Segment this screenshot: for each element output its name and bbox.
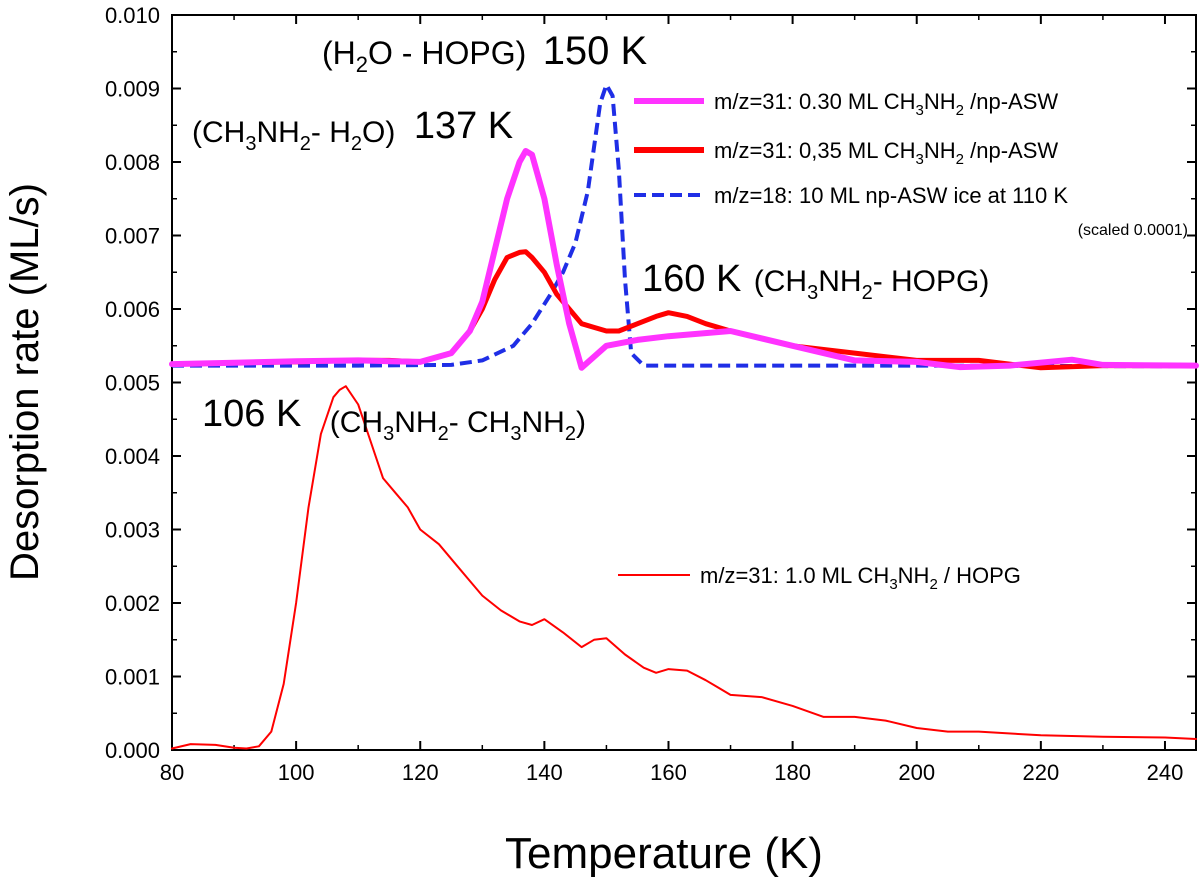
y-tick-label: 0.001 xyxy=(105,665,160,690)
y-tick-label: 0.008 xyxy=(105,150,160,175)
series-line-np-asw-ice-m18 xyxy=(172,82,1197,369)
legend-note-scaled: (scaled 0.0001) xyxy=(1078,222,1188,239)
x-tick-label: 140 xyxy=(526,760,563,785)
x-tick-label: 100 xyxy=(278,760,315,785)
legend: m/z=31: 0.30 ML CH3NH2 /np-ASW m/z=31: 0… xyxy=(618,89,1188,593)
annotation-ch3nh2-h2o: (CH3NH2- H2O) 137 K xyxy=(192,105,513,155)
series-line-030ml-np-asw xyxy=(169,148,1199,371)
x-tick-label: 180 xyxy=(774,760,811,785)
y-tick-label: 0.007 xyxy=(105,224,160,249)
annotation-ch3nh2-hopg: 160 K (CH3NH2- HOPG) xyxy=(642,258,989,304)
y-tick-label: 0.004 xyxy=(105,444,160,469)
legend-label-red-thick: m/z=31: 0,35 ML CH3NH2 /np-ASW xyxy=(714,138,1058,168)
x-tick-label: 220 xyxy=(1022,760,1059,785)
legend-label-magenta: m/z=31: 0.30 ML CH3NH2 /np-ASW xyxy=(714,89,1058,119)
legend-label-blue-dashed: m/z=18: 10 ML np-ASW ice at 110 K xyxy=(714,183,1068,208)
series-layer xyxy=(169,82,1199,750)
x-tick-label: 200 xyxy=(898,760,935,785)
legend-label-red-thin: m/z=31: 1.0 ML CH3NH2 / HOPG xyxy=(700,563,1021,593)
x-axis-title: Temperature (K) xyxy=(505,829,823,878)
y-tick-label: 0.010 xyxy=(105,3,160,28)
peak-label-160k: 160 K xyxy=(642,258,741,300)
annotation-h2o-hopg: (H2O - HOPG) 150 K xyxy=(322,29,648,77)
x-tick-label: 120 xyxy=(402,760,439,785)
axis-ticks: 80 100 120 140 160 180 200 220 240 0.000 0.001 0.00… xyxy=(105,3,1196,785)
x-tick-label: 240 xyxy=(1147,760,1184,785)
y-axis-title: Desorption rate (ML/s) xyxy=(3,183,47,581)
y-tick-label: 0.002 xyxy=(105,591,160,616)
peak-label-137k: 137 K xyxy=(414,105,513,147)
peak-label-106k: 106 K xyxy=(202,393,301,435)
y-tick-label: 0.009 xyxy=(105,77,160,102)
peak-label-150k: 150 K xyxy=(543,29,648,73)
series-line-1ml-hopg xyxy=(171,385,1197,750)
y-tick-label: 0.000 xyxy=(105,738,160,763)
y-tick-label: 0.005 xyxy=(105,371,160,396)
y-tick-label: 0.003 xyxy=(105,518,160,543)
annotation-ch3nh2-ch3nh2: 106 K (CH3NH2- CH3NH2) xyxy=(202,393,586,445)
x-tick-label: 80 xyxy=(160,760,184,785)
y-tick-label: 0.006 xyxy=(105,297,160,322)
x-tick-label: 160 xyxy=(650,760,687,785)
